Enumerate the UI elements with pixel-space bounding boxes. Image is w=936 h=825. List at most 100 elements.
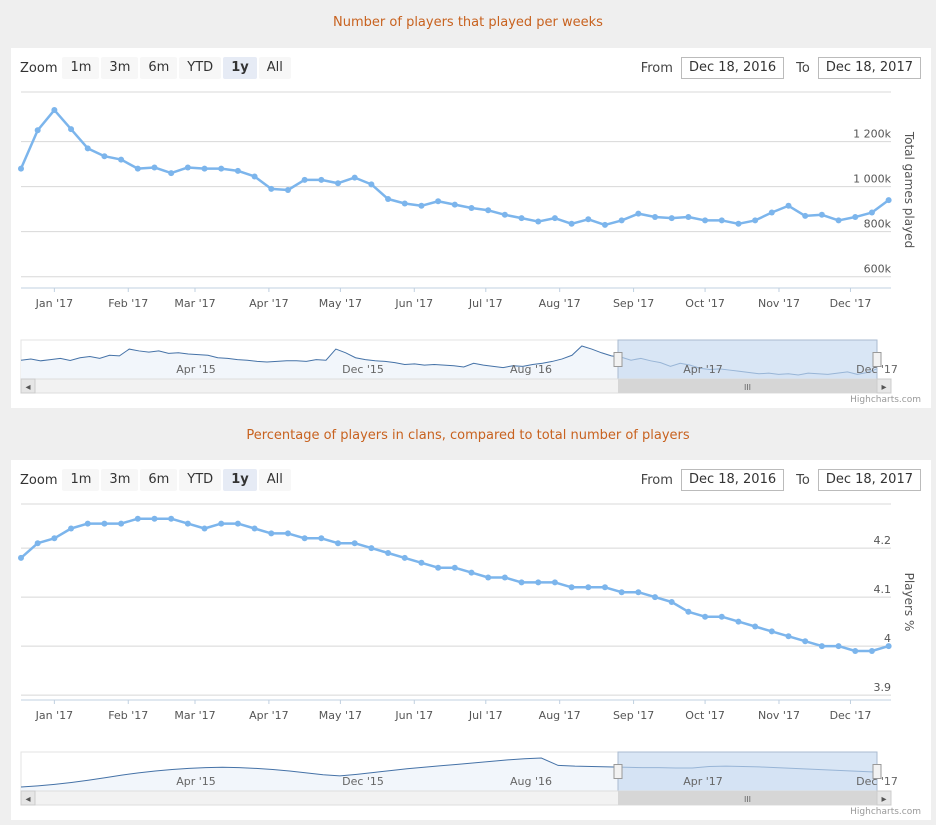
chart-title-2: Percentage of players in clans, compared… [246, 428, 690, 443]
chart-title-1: Number of players that played per weeks [333, 15, 603, 30]
navigator-x-tick-label: Dec '17 [856, 775, 898, 788]
zoom-1y-button[interactable]: 1y [223, 57, 257, 79]
x-tick-label: Aug '17 [539, 297, 581, 310]
data-point [435, 198, 442, 205]
chart-panel-clan-percentage: Zoom 1m 3m 6m YTD 1y All From Dec 18, 20… [11, 460, 931, 820]
navigator-selection [617, 751, 878, 792]
data-point [184, 520, 191, 527]
data-point [34, 127, 41, 134]
from-date-input[interactable]: Dec 18, 2016 [680, 469, 785, 491]
data-point [251, 173, 258, 180]
x-tick-label: Dec '17 [830, 709, 872, 722]
data-point [785, 633, 792, 640]
navigator-x-tick-label: Aug '16 [510, 775, 552, 788]
y-tick-label: 800k [864, 218, 892, 231]
data-point [168, 170, 175, 177]
data-point [201, 165, 208, 172]
zoom-3m-button[interactable]: 3m [101, 57, 139, 79]
data-point [368, 545, 375, 552]
data-point [268, 185, 275, 192]
x-tick-label: Aug '17 [539, 709, 581, 722]
x-tick-label: Jul '17 [468, 709, 503, 722]
from-label: From [640, 60, 673, 76]
chart-panel-players-weekly: Zoom 1m 3m 6m YTD 1y All From Dec 18, 20… [11, 48, 931, 408]
data-point [868, 648, 875, 654]
data-point [802, 212, 809, 219]
data-point [368, 181, 375, 188]
scroll-right-icon: ▸ [881, 382, 886, 393]
x-tick-label: Jul '17 [468, 297, 503, 310]
zoom-1y-button[interactable]: 1y [223, 469, 257, 491]
data-point [835, 643, 842, 650]
credits-link[interactable]: Highcharts.com [850, 395, 921, 405]
x-tick-label: Apr '17 [249, 709, 289, 722]
zoom-label: Zoom [20, 472, 58, 488]
navigator-x-tick-label: Apr '17 [683, 363, 723, 376]
data-point [618, 217, 625, 224]
data-point [468, 205, 475, 212]
credits-link[interactable]: Highcharts.com [850, 807, 921, 817]
y-tick-label: 600k [864, 263, 892, 276]
data-point [501, 211, 508, 218]
zoom-1m-button[interactable]: 1m [62, 57, 100, 79]
data-point [401, 554, 408, 561]
data-point [668, 215, 675, 222]
navigator-handle [872, 352, 882, 367]
data-point [151, 515, 158, 522]
zoom-all-button[interactable]: All [258, 57, 291, 79]
scrollbar-thumb [618, 791, 877, 805]
data-point [685, 608, 692, 615]
data-point [768, 628, 775, 635]
data-point [201, 525, 208, 532]
scrollbar-right-button [876, 790, 892, 806]
data-point [51, 535, 58, 542]
data-point [51, 107, 58, 114]
data-point [418, 202, 425, 209]
data-point [335, 180, 342, 187]
zoom-ytd-button[interactable]: YTD [179, 469, 222, 491]
data-point [501, 574, 508, 581]
data-point [652, 594, 659, 601]
chart-svg-clan-percentage[interactable]: 3.9 4 4.1 4.2 Players % Jan '17 Feb '17 Mar '17… [11, 460, 931, 820]
data-point [301, 535, 308, 542]
scrollbar-grip-icon: III [744, 795, 751, 804]
data-point [535, 218, 542, 225]
navigator-handle [613, 352, 623, 367]
zoom-all-button[interactable]: All [258, 469, 291, 491]
data-point [585, 584, 592, 591]
data-point [852, 648, 859, 654]
data-point [518, 579, 525, 586]
data-point [184, 164, 191, 171]
data-point [568, 584, 575, 591]
data-point [401, 200, 408, 207]
y-tick-label: 1 200k [853, 128, 891, 141]
x-tick-label: Oct '17 [685, 709, 725, 722]
to-date-input[interactable]: Dec 18, 2017 [817, 57, 921, 79]
data-point [351, 174, 358, 181]
data-point [134, 515, 141, 522]
x-tick-label: Dec '17 [830, 297, 872, 310]
data-point [885, 197, 892, 204]
navigator-selection [617, 339, 878, 380]
zoom-6m-button[interactable]: 6m [140, 57, 178, 79]
data-point [251, 525, 258, 532]
from-date-input[interactable]: Dec 18, 2016 [680, 57, 785, 79]
data-point [618, 589, 625, 596]
zoom-ytd-button[interactable]: YTD [179, 57, 222, 79]
y-tick-label: 3.9 [874, 681, 892, 694]
data-point [218, 165, 225, 172]
data-point [702, 613, 709, 620]
scrollbar-left-button [20, 790, 36, 806]
data-point [868, 209, 875, 216]
series-line [20, 517, 889, 653]
navigator-x-tick-label: Apr '15 [176, 363, 216, 376]
data-point [451, 201, 458, 208]
x-tick-label: May '17 [319, 709, 362, 722]
chart-svg-players-weekly[interactable]: 600k 800k 1 000k 1 200k Total games played Ja… [11, 48, 931, 408]
zoom-3m-button[interactable]: 3m [101, 469, 139, 491]
data-point [318, 176, 325, 183]
x-tick-label: Nov '17 [758, 709, 800, 722]
to-date-input[interactable]: Dec 18, 2017 [817, 469, 921, 491]
zoom-6m-button[interactable]: 6m [140, 469, 178, 491]
zoom-1m-button[interactable]: 1m [62, 469, 100, 491]
